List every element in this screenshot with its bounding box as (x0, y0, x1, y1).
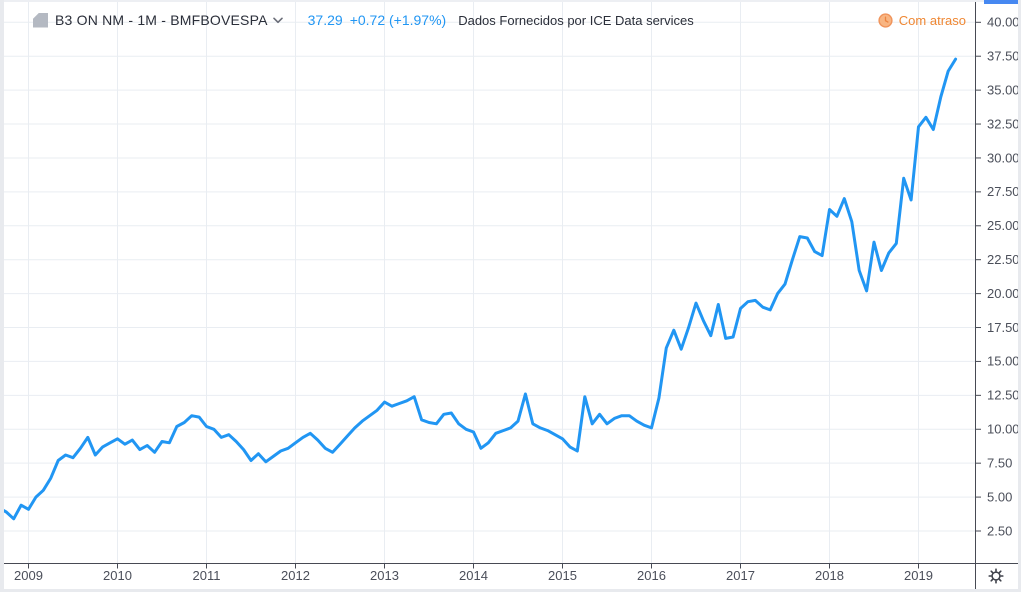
symbol-title[interactable]: B3 ON NM - 1M - BMFBOVESPA (55, 12, 268, 28)
y-axis-label: 27.50 (987, 184, 1020, 199)
y-axis-label: 40.00 (987, 15, 1020, 30)
y-axis-label: 20.00 (987, 286, 1020, 301)
gridlines (0, 0, 976, 564)
y-axis-label: 35.00 (987, 82, 1020, 97)
y-axis-label: 37.50 (987, 49, 1020, 64)
scale-settings-button[interactable] (983, 565, 1009, 587)
data-provider-label: Dados Fornecidos por ICE Data services (458, 12, 694, 28)
x-axis-label: 2009 (14, 568, 43, 583)
x-axis-label: 2018 (815, 568, 844, 583)
chart-legend: B3 ON NM - 1M - BMFBOVESPA 37.29 +0.72 (… (0, 0, 1021, 40)
x-axis-label: 2011 (193, 568, 221, 583)
y-axis-label: 2.50 (987, 523, 1012, 538)
y-axis-label: 25.00 (987, 218, 1020, 233)
delay-badge[interactable]: Com atraso (878, 13, 966, 28)
y-axis-label: 10.00 (987, 422, 1020, 437)
y-axis-label: 5.00 (987, 489, 1012, 504)
x-axis-label: 2014 (459, 568, 488, 583)
price-scale-labels: 2.50 5.00 7.50 10.00 12.50 15.00 17.50 20.00 22.… (975, 15, 1020, 538)
page-border-bottom (0, 589, 1021, 592)
y-axis-label: 32.50 (987, 116, 1020, 131)
page-border-left (0, 0, 4, 592)
y-axis-label: 22.50 (987, 252, 1020, 267)
top-right-blue-strip (984, 0, 1018, 4)
last-price: 37.29 (307, 12, 343, 28)
price-line-series (0, 57, 958, 521)
x-axis-label: 2013 (370, 568, 399, 583)
clock-icon (878, 12, 893, 28)
price-change: +0.72 (+1.97%) (349, 12, 447, 28)
y-axis-label: 17.50 (987, 320, 1020, 335)
gear-icon (988, 568, 1004, 584)
price-line (0, 57, 958, 521)
x-axis-label: 2012 (281, 568, 310, 583)
x-axis-label: 2016 (637, 568, 666, 583)
x-axis-label: 2015 (548, 568, 577, 583)
gear-teeth (988, 568, 1004, 584)
y-axis-label: 7.50 (987, 455, 1012, 470)
time-scale-labels: 2009 2010 2011 2012 2013 2014 2015 2016 2017 2018… (14, 563, 933, 583)
price-scale[interactable] (975, 0, 1018, 564)
page-border-right (1018, 0, 1021, 592)
x-axis-label: 2019 (904, 568, 933, 583)
x-axis-label: 2010 (103, 568, 132, 583)
y-axis-label: 15.00 (987, 354, 1020, 369)
y-axis-label: 30.00 (987, 150, 1020, 165)
page-border-top (0, 0, 1021, 2)
delay-badge-label: Com atraso (898, 12, 966, 28)
time-scale[interactable] (0, 564, 975, 589)
instrument-logo-icon (33, 12, 48, 28)
chevron-down-icon[interactable] (272, 16, 283, 24)
y-axis-label: 12.50 (987, 388, 1020, 403)
x-axis-label: 2017 (726, 568, 755, 583)
